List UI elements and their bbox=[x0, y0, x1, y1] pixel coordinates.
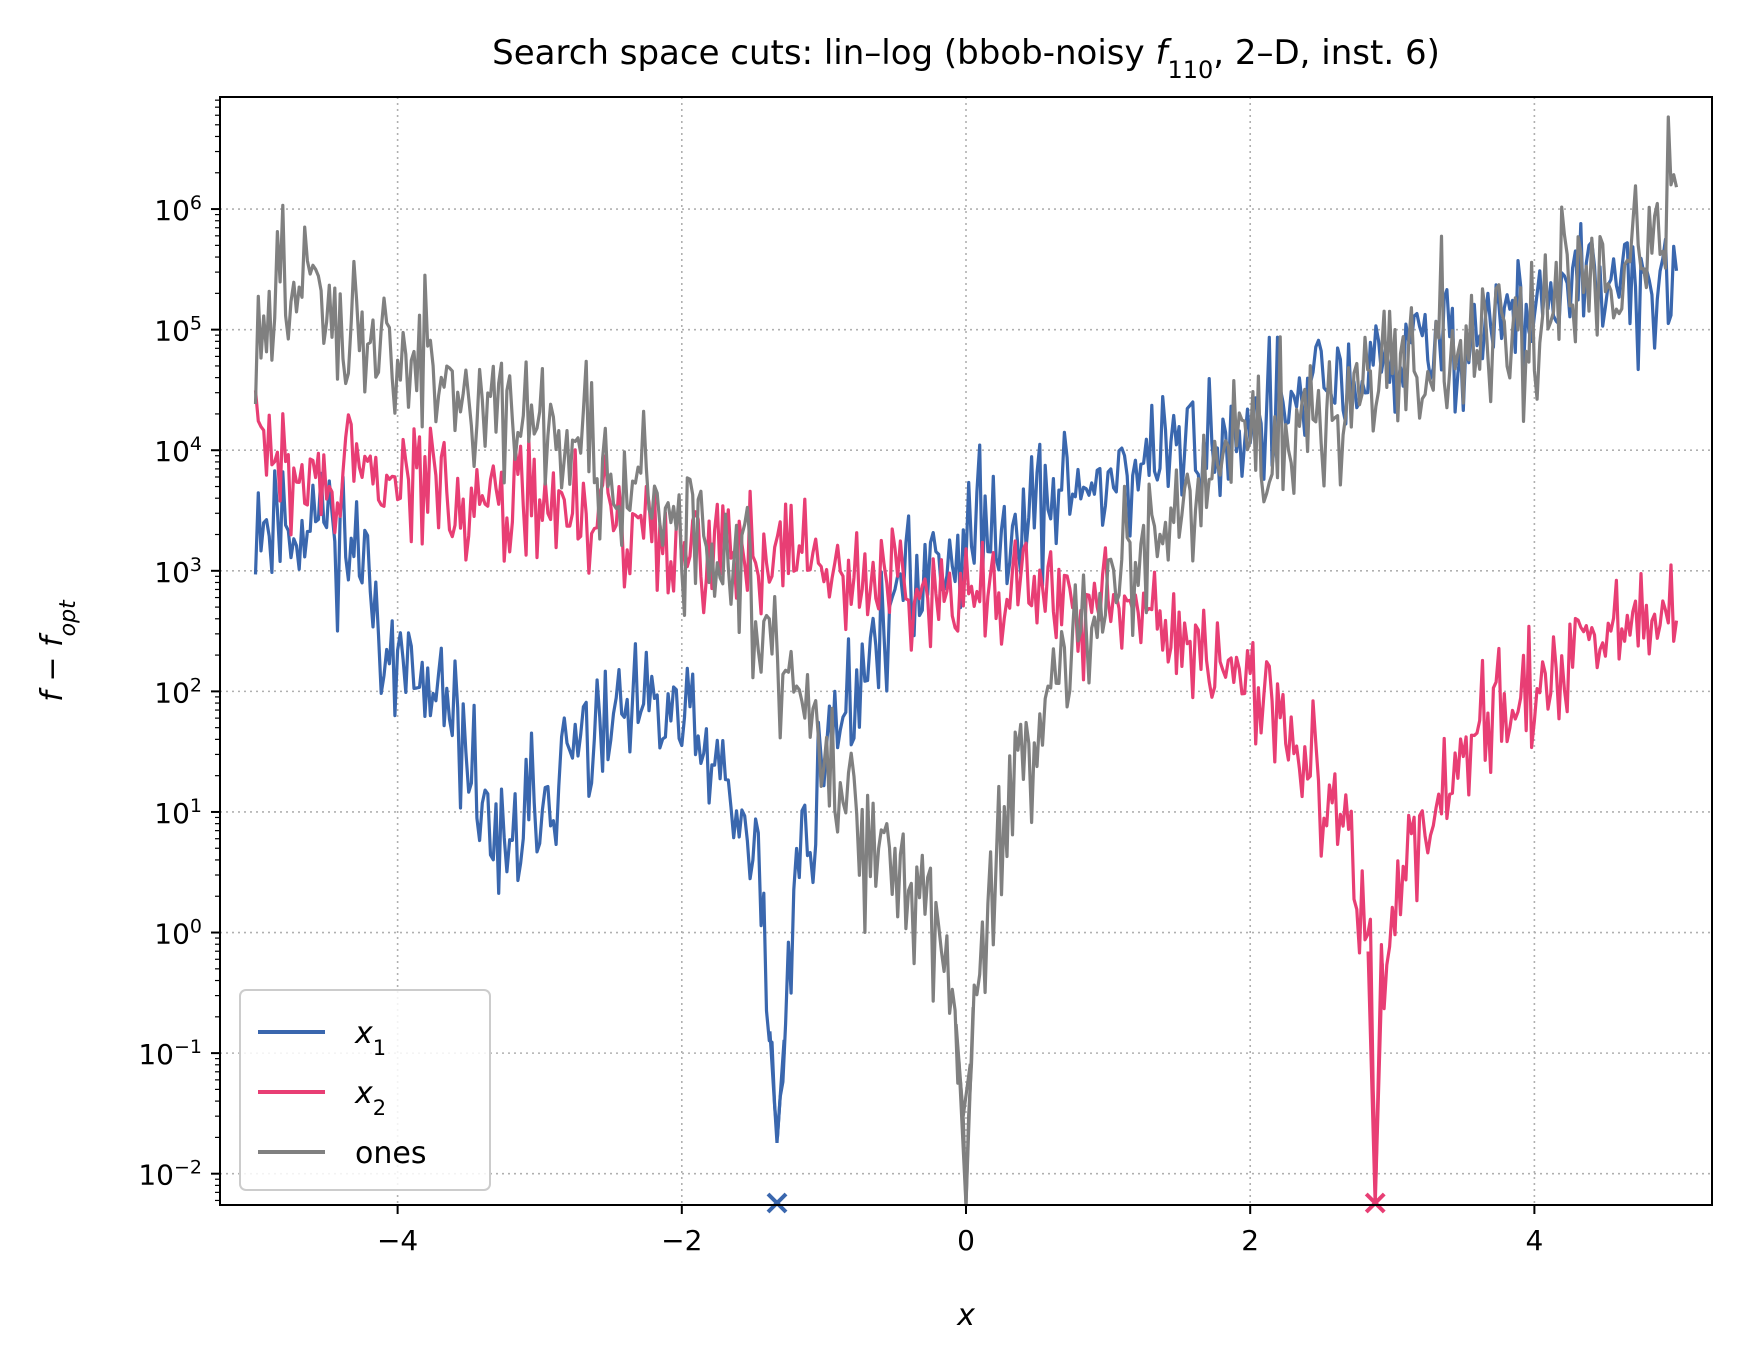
series-line-x2 bbox=[253, 390, 1679, 1180]
y-tick-label: 10−1 bbox=[138, 1036, 202, 1071]
y-tick-label: 100 bbox=[154, 916, 202, 951]
y-tick-label-base: 10 bbox=[154, 435, 190, 468]
y-tick-label-exponent: −2 bbox=[174, 1157, 202, 1179]
legend-label-x2: x2 bbox=[354, 1076, 386, 1120]
y-axis-label-main: f − f bbox=[35, 632, 70, 702]
y-tick-label-exponent: 1 bbox=[190, 795, 202, 817]
x-tick-label: 2 bbox=[1241, 1224, 1259, 1257]
y-tick-label-base: 10 bbox=[138, 1159, 174, 1192]
legend-label-main: ones bbox=[355, 1136, 426, 1171]
y-tick-label: 106 bbox=[154, 192, 202, 227]
legend-label-ones: ones bbox=[355, 1136, 426, 1171]
series-minimum-x1 bbox=[768, 1031, 786, 1144]
y-tick-label: 10−2 bbox=[138, 1157, 202, 1192]
x-tick-label: −2 bbox=[661, 1224, 702, 1257]
legend-label-main: x bbox=[354, 1076, 373, 1111]
y-axis-label: f − fopt bbox=[35, 599, 81, 702]
optimum-marker-stroke bbox=[766, 1192, 788, 1214]
y-tick-label-base: 10 bbox=[154, 918, 190, 951]
x-tick-label: 0 bbox=[957, 1224, 975, 1257]
x-tick-label: 4 bbox=[1525, 1224, 1543, 1257]
legend-label-sub: 2 bbox=[373, 1096, 386, 1120]
series-lines bbox=[253, 115, 1679, 1207]
y-tick-label-base: 10 bbox=[154, 676, 190, 709]
legend-box bbox=[239, 989, 491, 1191]
x-tick-label: −4 bbox=[377, 1224, 418, 1257]
y-tick-label-base: 10 bbox=[154, 556, 190, 589]
y-tick-label-exponent: 0 bbox=[190, 916, 202, 938]
y-tick-label-exponent: 3 bbox=[190, 554, 202, 576]
y-tick-label-base: 10 bbox=[138, 1038, 174, 1071]
legend-label-x1: x1 bbox=[354, 1016, 386, 1060]
y-tick-label: 102 bbox=[154, 674, 202, 709]
y-tick-label-exponent: 6 bbox=[190, 192, 202, 214]
chart-title-prefix: Search space cuts: lin–log (bbob-noisy bbox=[492, 33, 1155, 73]
y-tick-label-exponent: 4 bbox=[190, 433, 202, 455]
y-tick-label-base: 10 bbox=[154, 797, 190, 830]
y-tick-label: 103 bbox=[154, 554, 202, 589]
legend-label-main: x bbox=[354, 1016, 373, 1051]
y-tick-label-exponent: 5 bbox=[190, 313, 202, 335]
y-tick-label-base: 10 bbox=[154, 315, 190, 348]
chart-title-suffix: , 2–D, inst. 6) bbox=[1213, 33, 1440, 73]
y-axis-label-sub: opt bbox=[56, 599, 81, 636]
y-tick-label-exponent: 2 bbox=[190, 674, 202, 696]
y-tick-label-base: 10 bbox=[154, 194, 190, 227]
legend-label-sub: 1 bbox=[373, 1036, 386, 1060]
y-tick-label-exponent: −1 bbox=[174, 1036, 202, 1058]
chart-title-f-sub: 110 bbox=[1167, 56, 1213, 84]
chart-title: Search space cuts: lin–log (bbob-noisy f… bbox=[492, 33, 1440, 84]
y-tick-label: 105 bbox=[154, 313, 202, 348]
x-axis-label: x bbox=[956, 1298, 975, 1333]
optimum-marker-stroke bbox=[1364, 1192, 1386, 1214]
y-tick-label: 101 bbox=[154, 795, 202, 830]
optimum-markers bbox=[766, 1192, 1386, 1214]
y-tick-label: 104 bbox=[154, 433, 202, 468]
